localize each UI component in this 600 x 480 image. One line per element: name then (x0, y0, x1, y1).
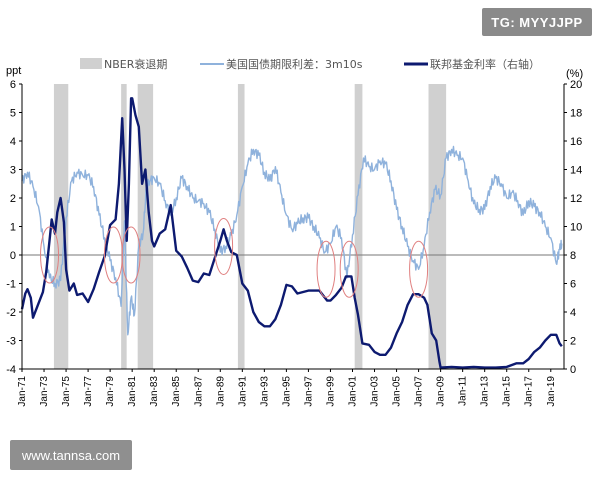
right-tick-label: 6 (570, 279, 576, 291)
inversion-marker-4 (316, 240, 336, 298)
recession-band-3 (237, 84, 245, 369)
right-tick-label: 12 (570, 193, 582, 205)
x-tick-label: Jan-71 (17, 376, 28, 407)
x-tick-label: Jan-09 (436, 376, 447, 407)
inversion-marker-3 (214, 217, 234, 275)
recession-band-5 (428, 84, 447, 369)
legend-fed-funds-label: 联邦基金利率（右轴） (430, 57, 540, 71)
x-tick-label: Jan-87 (193, 376, 204, 407)
right-tick-label: 20 (570, 79, 582, 91)
website-badge[interactable]: www.tannsa.com (10, 440, 132, 470)
x-tick-label: Jan-89 (215, 376, 226, 407)
x-tick-label: Jan-97 (303, 376, 314, 407)
legend-spread-label: 美国国债期限利差：3m10s (226, 57, 363, 71)
inversion-marker-6 (409, 240, 429, 298)
inversion-marker-5 (339, 240, 359, 298)
legend-recession-label: NBER衰退期 (104, 57, 167, 71)
left-tick-label: 3 (10, 165, 16, 177)
x-tick-label: Jan-01 (347, 376, 358, 407)
inversion-markers (40, 217, 429, 298)
left-tick-label: 1 (10, 222, 16, 234)
x-tick-label: Jan-95 (281, 376, 292, 407)
right-tick-label: 16 (570, 136, 582, 148)
x-tick-label: Jan-83 (149, 376, 160, 407)
fed-funds-series-layer (20, 97, 563, 369)
right-tick-label: 4 (570, 307, 576, 319)
x-tick-label: Jan-03 (370, 376, 381, 407)
recession-band-4 (354, 84, 363, 369)
inversion-marker-0 (40, 226, 60, 284)
right-tick-label: 10 (570, 222, 582, 234)
inversion-marker-2 (121, 226, 141, 284)
recession-band-0 (53, 84, 69, 369)
x-tick-label: Jan-93 (259, 376, 270, 407)
x-tick-label: Jan-15 (502, 376, 513, 407)
left-tick-label: 4 (10, 136, 16, 148)
x-tick-label: Jan-13 (480, 376, 491, 407)
x-tick-label: Jan-75 (61, 376, 72, 407)
left-tick-label: 5 (10, 108, 16, 120)
x-tick-label: Jan-91 (237, 376, 248, 407)
spread-line (21, 145, 563, 336)
legend-recession-swatch (80, 58, 102, 69)
x-tick-label: Jan-79 (105, 376, 116, 407)
left-tick-label: -1 (6, 279, 16, 291)
legend: NBER衰退期 美国国债期限利差：3m10s 联邦基金利率（右轴） (80, 57, 540, 71)
x-tick-label: Jan-11 (458, 376, 469, 406)
right-axis-unit: (%) (566, 68, 583, 80)
x-tick-label: Jan-77 (83, 376, 94, 407)
left-tick-label: -3 (6, 336, 16, 348)
x-tick-label: Jan-85 (171, 376, 182, 407)
left-axis-unit: ppt (6, 65, 21, 77)
x-tick-label: Jan-81 (127, 376, 138, 407)
x-tick-label: Jan-99 (325, 376, 336, 407)
right-tick-label: 2 (570, 336, 576, 348)
recession-bands (53, 84, 447, 369)
left-tick-label: -4 (6, 364, 16, 376)
x-tick-label: Jan-05 (392, 376, 403, 407)
x-tick-label: Jan-19 (546, 376, 557, 407)
spread-series-layer (21, 145, 563, 336)
telegram-badge: TG: MYYJJPP (482, 8, 592, 36)
right-tick-label: 14 (570, 165, 582, 177)
x-tick-label: Jan-07 (414, 376, 425, 407)
right-tick-label: 0 (570, 364, 576, 376)
left-tick-label: 0 (10, 250, 16, 262)
left-tick-label: -2 (6, 307, 16, 319)
left-tick-label: 6 (10, 79, 16, 91)
x-tick-label: Jan-17 (524, 376, 535, 407)
left-tick-label: 2 (10, 193, 16, 205)
right-tick-label: 18 (570, 108, 582, 120)
right-tick-label: 8 (570, 250, 576, 262)
fed-funds-line (20, 97, 563, 369)
x-tick-label: Jan-73 (39, 376, 50, 407)
